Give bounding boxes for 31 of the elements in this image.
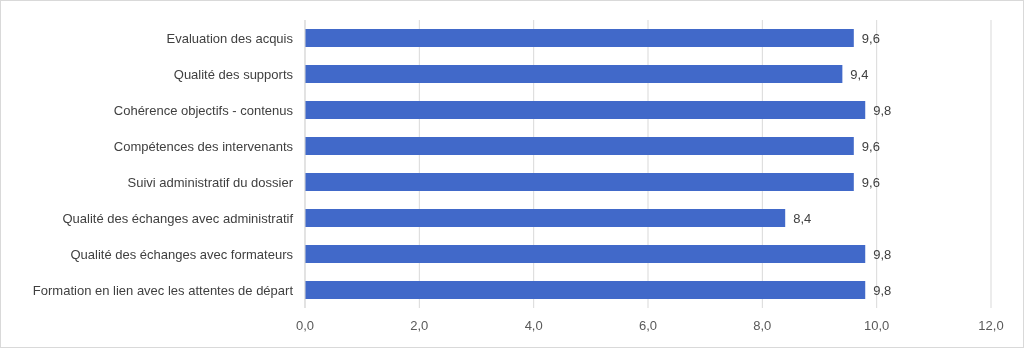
data-label: 9,4: [850, 66, 869, 82]
data-label: 9,8: [873, 102, 892, 118]
data-label: 9,6: [861, 30, 880, 46]
bar: [305, 173, 854, 191]
data-label: 9,6: [861, 138, 880, 154]
bar: [305, 101, 866, 119]
y-tick-label: Cohérence objectifs - contenus: [113, 102, 294, 118]
data-label: 8,4: [793, 210, 812, 226]
bar: [305, 209, 786, 227]
x-tick-label: 6,0: [638, 318, 658, 333]
x-tick-label: 12,0: [978, 318, 1004, 333]
y-tick-label: Suivi administratif du dossier: [127, 174, 294, 190]
bar: [305, 281, 866, 299]
data-label: 9,8: [873, 246, 892, 262]
y-tick-label: Formation en lien avec les attentes de départ: [32, 282, 294, 298]
y-tick-label: Evaluation des acquis: [166, 30, 294, 46]
x-tick-label: 2,0: [410, 318, 429, 333]
x-tick-label: 8,0: [753, 318, 772, 333]
y-tick-label: Qualité des échanges avec formateurs: [70, 246, 294, 262]
y-tick-label: Qualité des échanges avec administratif: [62, 210, 294, 226]
y-tick-label: Compétences des intervenants: [113, 138, 294, 154]
x-tick-label: 0,0: [295, 318, 315, 333]
x-tick-label: 10,0: [864, 318, 890, 333]
data-label: 9,8: [873, 282, 892, 298]
y-tick-label: Qualité des supports: [173, 66, 294, 82]
bar: [305, 65, 843, 83]
bar: [305, 137, 854, 155]
x-tick-label: 4,0: [524, 318, 543, 333]
data-label: 9,6: [861, 174, 880, 190]
bar: [305, 245, 866, 263]
bar: [305, 29, 854, 47]
